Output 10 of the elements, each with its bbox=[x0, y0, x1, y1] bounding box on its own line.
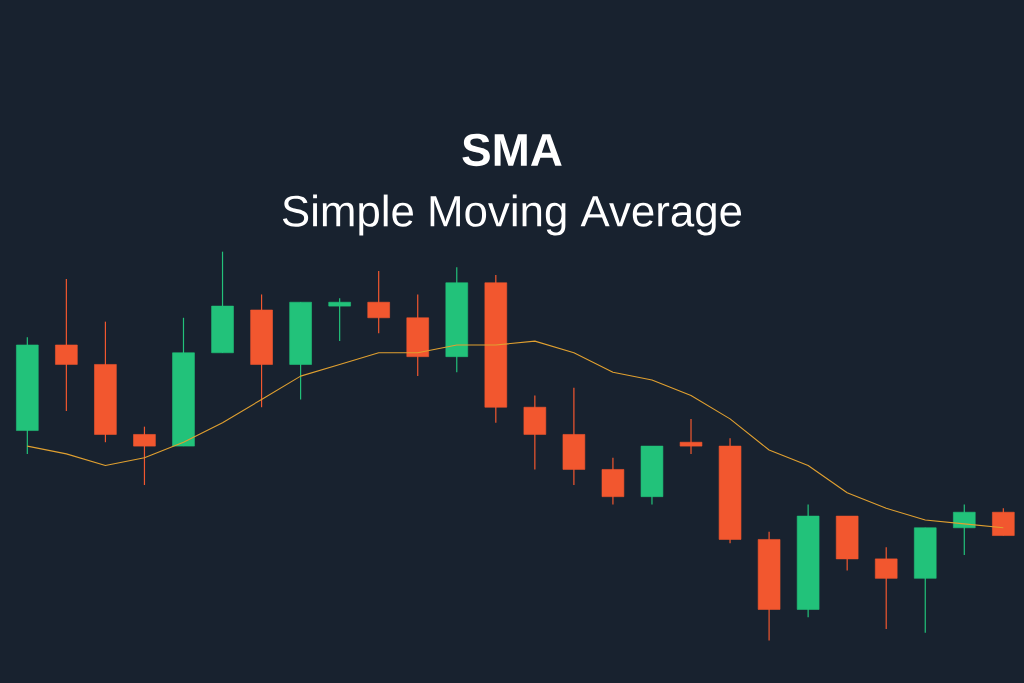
candlestick bbox=[679, 418, 703, 455]
chart-subtitle: Simple Moving Average bbox=[282, 194, 742, 236]
candlestick bbox=[328, 297, 351, 342]
candlestick bbox=[367, 270, 390, 334]
chart-title: SMA bbox=[462, 133, 562, 167]
candlestick bbox=[133, 426, 156, 486]
candlestick bbox=[55, 278, 78, 412]
candlestick bbox=[874, 546, 898, 630]
candlestick bbox=[992, 507, 1015, 537]
candlestick bbox=[953, 503, 976, 556]
